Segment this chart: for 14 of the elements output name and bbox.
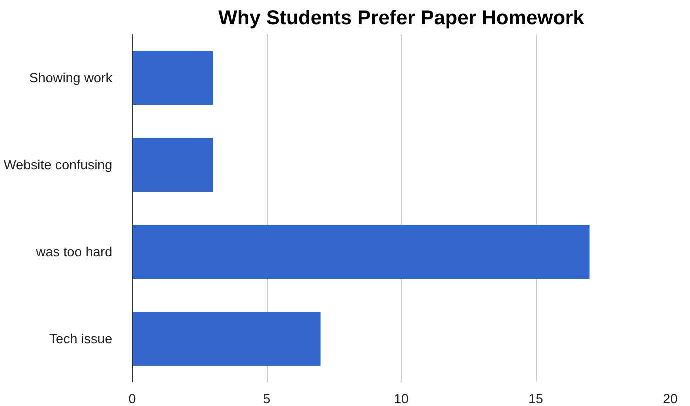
bar xyxy=(132,312,321,366)
bar xyxy=(132,51,214,105)
y-tick-label: Website confusing xyxy=(4,158,113,172)
y-tick-label: Showing work xyxy=(30,70,113,86)
bar xyxy=(132,225,590,279)
y-tick-label: was too hard xyxy=(35,244,112,260)
y-tick-label: Tech issue xyxy=(50,332,113,346)
x-tick-label: 5 xyxy=(263,392,271,406)
x-tick-label: 20 xyxy=(663,392,678,406)
x-tick-label: 15 xyxy=(528,392,544,406)
x-tick-label: 10 xyxy=(394,392,409,406)
chart-title: Why Students Prefer Paper Homework xyxy=(218,8,586,30)
bar xyxy=(132,138,214,192)
x-tick-label: 0 xyxy=(128,392,136,406)
